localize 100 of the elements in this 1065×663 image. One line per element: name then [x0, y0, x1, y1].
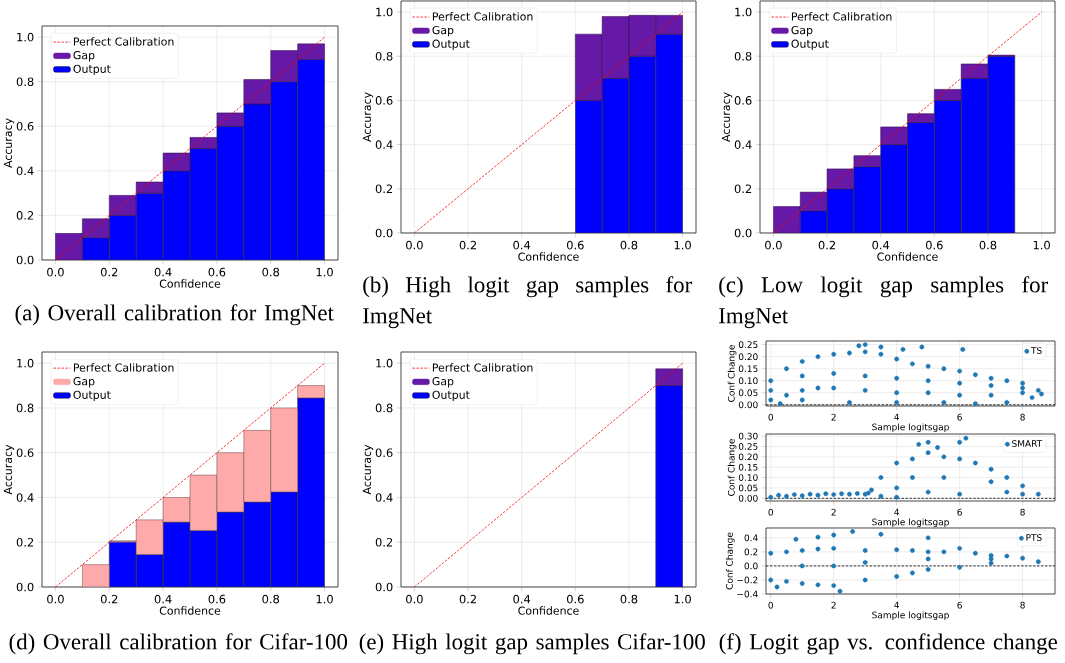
x-tick-label: 0.2	[459, 240, 477, 250]
point	[925, 450, 931, 456]
point	[815, 582, 821, 588]
point	[894, 390, 900, 396]
bar	[826, 168, 855, 190]
y-axis-title: Conf Change	[725, 532, 735, 590]
y-tick-label: 0.4	[734, 140, 752, 149]
point	[768, 387, 774, 393]
x-axis-title: Confidence	[518, 252, 579, 261]
point	[831, 492, 837, 497]
x-tick-label: 0.6	[208, 594, 226, 604]
y-axis-title: Accuracy	[3, 444, 15, 495]
y-tick-label: 1.0	[17, 358, 34, 368]
y-tick-label: 0.30	[738, 432, 758, 440]
point	[925, 567, 931, 572]
x-tick-label: 0.8	[262, 267, 280, 277]
point	[777, 401, 783, 406]
x-tick-label: 1.0	[1033, 240, 1050, 250]
point	[784, 392, 789, 398]
y-tick-label: 0.20	[738, 453, 758, 461]
bar	[961, 78, 988, 233]
point	[784, 366, 789, 372]
bar	[960, 63, 989, 79]
y-tick-label: 0.4	[16, 166, 34, 176]
point	[1020, 491, 1025, 497]
y-tick-label: 0.4	[744, 534, 758, 542]
point	[862, 342, 868, 347]
point	[957, 564, 963, 570]
y-tick-label: 0.10	[738, 377, 758, 385]
legend-label: Perfect Calibration	[73, 37, 174, 46]
point	[878, 531, 884, 537]
point	[793, 536, 799, 542]
point	[856, 343, 862, 349]
point	[894, 494, 900, 500]
point	[957, 380, 963, 386]
x-tick-label: 0.0	[765, 240, 782, 250]
y-tick-label: 1.0	[376, 358, 393, 368]
y-tick-label: 1.0	[735, 7, 752, 17]
x-tick-label: 0.4	[513, 240, 531, 250]
x-tick-label: 6	[957, 508, 962, 516]
x-axis-title: Sample logitsgap	[872, 611, 949, 621]
text: (e) High logit gap samples Cifar-100	[359, 633, 705, 655]
point	[862, 560, 868, 565]
point	[894, 574, 900, 579]
bar	[190, 530, 217, 587]
point	[925, 556, 931, 562]
y-tick-label: −0.4	[737, 590, 758, 598]
y-axis-title: Accuracy	[362, 444, 374, 495]
point	[963, 435, 969, 441]
bar	[853, 155, 881, 167]
legend-label: Output	[432, 390, 470, 402]
point	[784, 549, 789, 555]
point	[807, 491, 813, 497]
x-tick-label: 0.0	[406, 594, 423, 604]
x-tick-label: 0	[768, 601, 773, 609]
point	[815, 492, 821, 498]
point	[1020, 385, 1025, 391]
point	[815, 534, 821, 540]
point	[941, 549, 947, 555]
x-tick-label: 4	[894, 413, 900, 421]
text: (a) Overall calibration for ImgNet	[15, 304, 334, 326]
point	[1035, 491, 1041, 497]
y-tick-label: 0.8	[734, 51, 752, 61]
y-axis-title: Accuracy	[362, 92, 374, 142]
point	[831, 532, 837, 538]
point	[815, 354, 821, 360]
x-tick-label: 0.0	[47, 594, 64, 604]
y-tick-label: 0.8	[375, 51, 393, 61]
point	[768, 378, 774, 384]
y-tick-label: 0.0	[744, 562, 758, 570]
point	[799, 581, 805, 586]
point	[799, 563, 805, 569]
y-tick-label: 0.00	[738, 494, 758, 502]
point	[768, 397, 774, 403]
x-tick-label: 0.2	[818, 240, 836, 250]
legend-label: Perfect Calibration	[432, 363, 533, 372]
y-tick-label: 0.6	[16, 448, 34, 458]
point	[784, 578, 789, 584]
y-tick-label: 0.6	[375, 448, 393, 458]
point	[768, 494, 774, 500]
point	[972, 460, 978, 466]
x-tick-label: 2	[831, 601, 836, 609]
x-tick-label: 0.6	[566, 594, 584, 604]
bar	[216, 112, 245, 127]
legend-label: Gap	[73, 51, 95, 62]
bar	[297, 385, 325, 399]
x-tick-label: 0.8	[620, 240, 638, 250]
y-axis-title: Accuracy	[721, 92, 733, 142]
y-tick-label: 0.25	[738, 341, 758, 348]
point	[878, 344, 884, 350]
point	[850, 529, 855, 534]
point	[910, 548, 915, 553]
point	[925, 549, 931, 555]
point	[972, 372, 978, 378]
legend-label: SMART	[1012, 440, 1043, 447]
y-tick-label: 0.4	[16, 493, 34, 502]
x-tick-label: 1.0	[674, 594, 691, 604]
point	[768, 577, 774, 583]
y-tick-label: 0.2	[375, 184, 393, 194]
x-tick-label: 4	[894, 601, 900, 609]
